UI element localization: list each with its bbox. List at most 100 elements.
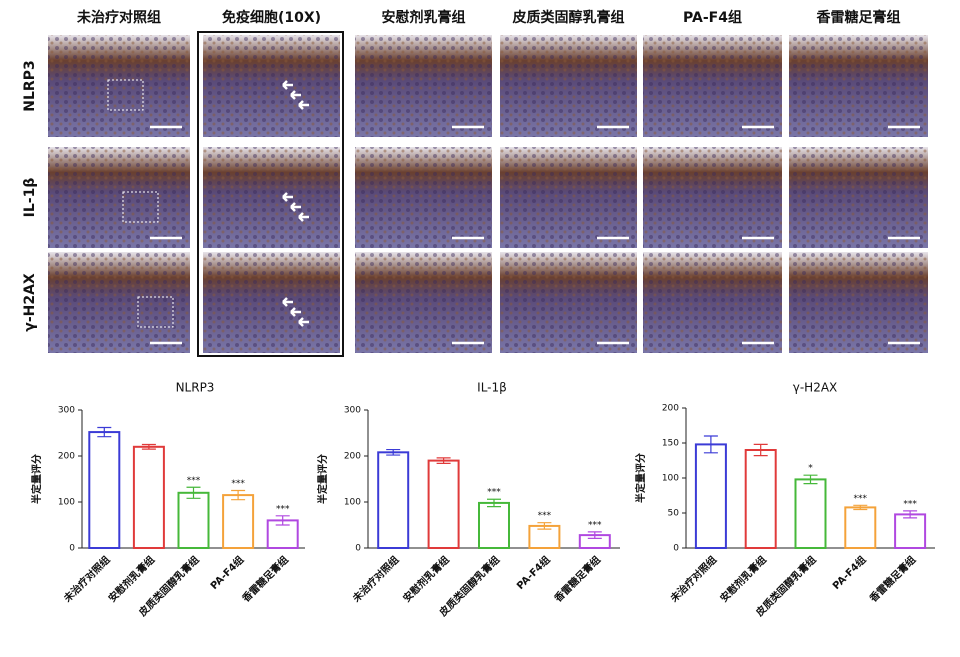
bar — [844, 506, 877, 549]
error-bar — [231, 489, 246, 501]
y-axis-label: 半定量评分 — [30, 454, 43, 504]
zoom-box — [107, 79, 144, 111]
bar — [377, 451, 410, 550]
x-tick-label: 安慰剂乳膏组 — [400, 553, 452, 605]
bar — [794, 478, 827, 549]
row-label: IL-1β — [22, 178, 38, 218]
micrograph-texture — [500, 35, 637, 137]
x-tick-label: 安慰剂乳膏组 — [106, 553, 158, 605]
y-tick-label: 100 — [58, 498, 75, 508]
error-bar — [537, 522, 552, 530]
x-tick-label: PA-F4组 — [514, 553, 553, 592]
arrow — [282, 192, 293, 202]
error-bar — [587, 531, 602, 539]
micrograph-texture — [48, 35, 190, 137]
significance: *** — [538, 511, 552, 521]
column-header: 香雷糖足膏组 — [816, 9, 901, 26]
micrograph-texture — [355, 252, 492, 353]
inset-frame — [197, 31, 344, 357]
micrograph-texture — [203, 147, 340, 248]
column-header: PA-F4组 — [683, 9, 742, 26]
y-tick-label: 300 — [344, 406, 361, 416]
y-tick-label: 200 — [662, 404, 679, 414]
micrograph-texture — [789, 147, 928, 248]
significance: *** — [187, 476, 201, 486]
arrow — [290, 90, 301, 100]
bar — [132, 445, 165, 549]
micrograph-texture — [48, 147, 190, 248]
error-bar — [186, 486, 201, 499]
y-tick-label: 0 — [355, 544, 361, 554]
micrograph-texture — [48, 252, 190, 353]
arrow — [298, 317, 309, 327]
x-tick-label: PA-F4组 — [830, 553, 869, 592]
micrograph-texture — [355, 147, 492, 248]
error-bar — [487, 498, 501, 508]
significance: *** — [487, 488, 501, 498]
significance: *** — [903, 499, 917, 509]
row-label: NLRP3 — [22, 60, 38, 111]
error-bar — [436, 457, 451, 464]
x-tick-label: 香雷糖足膏组 — [239, 553, 291, 605]
micrograph-texture — [203, 35, 340, 137]
bar — [427, 459, 460, 550]
column-header: 免疫细胞(10X) — [222, 9, 321, 26]
x-tick-label: 未治疗对照组 — [349, 553, 401, 605]
micrograph-texture — [789, 35, 928, 137]
error-bar — [141, 443, 156, 450]
micrograph-texture — [643, 35, 782, 137]
bar — [222, 494, 255, 550]
chart-title: NLRP3 — [176, 381, 215, 395]
error-bar — [803, 474, 818, 485]
x-tick-label: 安慰剂乳膏组 — [717, 553, 769, 605]
error-bar — [386, 448, 401, 456]
chart-title: γ-H2AX — [793, 381, 838, 395]
y-axis-label: 半定量评分 — [316, 454, 329, 504]
y-tick-label: 0 — [69, 544, 75, 554]
micrograph-texture — [643, 147, 782, 248]
error-bar — [703, 435, 718, 454]
significance: * — [808, 464, 813, 474]
y-tick-label: 0 — [673, 544, 679, 554]
arrow — [290, 202, 301, 212]
arrow — [282, 80, 293, 90]
error-bar — [853, 504, 868, 511]
x-tick-label: 香雷糖足膏组 — [867, 553, 919, 605]
error-bar — [97, 426, 112, 438]
y-tick-label: 100 — [662, 474, 679, 484]
micrograph-texture — [203, 252, 340, 353]
y-tick-label: 150 — [662, 439, 679, 449]
y-axis-label: 半定量评分 — [634, 453, 647, 503]
significance: *** — [854, 494, 868, 504]
micrograph-texture — [500, 252, 637, 353]
error-bar — [275, 515, 290, 526]
error-bar — [903, 510, 918, 519]
bar — [478, 501, 510, 550]
micrograph-texture — [643, 252, 782, 353]
column-header: 皮质类固醇乳膏组 — [512, 9, 625, 26]
micrograph-texture — [789, 252, 928, 353]
x-tick-label: 香雷糖足膏组 — [551, 553, 603, 605]
significance: *** — [588, 520, 602, 530]
bar — [894, 513, 927, 550]
x-tick-label: 未治疗对照组 — [667, 553, 719, 605]
micrograph-texture — [500, 147, 637, 248]
arrow — [298, 100, 309, 110]
y-tick-label: 200 — [58, 452, 75, 462]
image-grid: 未治疗对照组 免疫细胞(10X) 安慰剂乳膏组 皮质类固醇乳膏组 PA-F4组 香雷糖足膏… — [22, 9, 928, 357]
chart-title: IL-1β — [477, 381, 507, 395]
x-tick-label: 未治疗对照组 — [60, 553, 112, 605]
arrow — [282, 297, 293, 307]
y-tick-label: 100 — [344, 498, 361, 508]
significance: *** — [276, 504, 290, 514]
column-header: 安慰剂乳膏组 — [382, 9, 466, 26]
charts: NLRP3半定量评分0100200300未治疗对照组安慰剂乳膏组***皮质类固醇… — [30, 381, 935, 620]
y-tick-label: 300 — [58, 406, 75, 416]
micrograph-texture — [355, 35, 492, 137]
y-tick-label: 200 — [344, 452, 361, 462]
arrow — [298, 212, 309, 222]
zoom-box — [137, 296, 174, 328]
bar — [744, 449, 777, 549]
arrow — [290, 307, 301, 317]
